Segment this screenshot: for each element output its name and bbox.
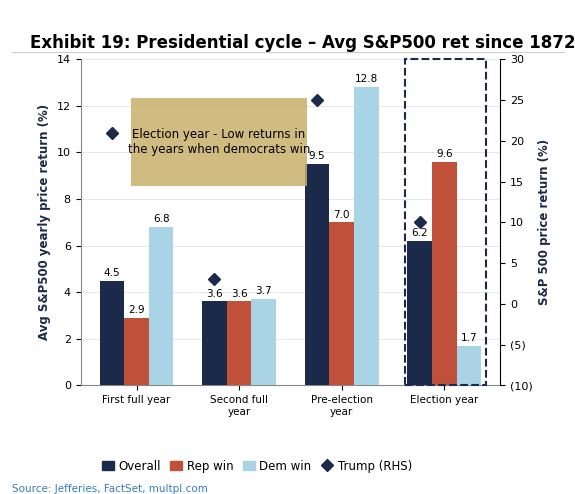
Text: 1.7: 1.7 <box>461 333 477 343</box>
Bar <box>99 281 124 385</box>
Bar <box>405 59 486 385</box>
Text: 3.7: 3.7 <box>255 287 272 296</box>
Text: 12.8: 12.8 <box>355 75 378 84</box>
Bar <box>329 222 354 385</box>
Text: 2.9: 2.9 <box>128 305 145 315</box>
Text: 9.5: 9.5 <box>309 151 325 161</box>
FancyBboxPatch shape <box>131 98 307 186</box>
Text: 6.2: 6.2 <box>411 228 428 238</box>
Text: 7.0: 7.0 <box>334 209 350 219</box>
Bar <box>457 346 481 385</box>
Text: 6.8: 6.8 <box>153 214 170 224</box>
Bar <box>407 241 432 385</box>
Bar <box>251 299 276 385</box>
Bar <box>354 87 378 385</box>
Y-axis label: Avg S&P500 yearly price return (%): Avg S&P500 yearly price return (%) <box>38 104 51 340</box>
Bar <box>432 162 457 385</box>
Text: 3.6: 3.6 <box>206 288 223 299</box>
Text: Source: Jefferies, FactSet, multpl.com: Source: Jefferies, FactSet, multpl.com <box>12 484 208 494</box>
Bar <box>202 301 227 385</box>
Bar <box>149 227 174 385</box>
Text: Exhibit 19: Presidential cycle – Avg S&P500 ret since 1872: Exhibit 19: Presidential cycle – Avg S&P… <box>30 34 575 52</box>
Bar <box>227 301 251 385</box>
Bar <box>124 318 149 385</box>
Y-axis label: S&P 500 price return (%): S&P 500 price return (%) <box>538 139 551 305</box>
Legend: Overall, Rep win, Dem win, Trump (RHS): Overall, Rep win, Dem win, Trump (RHS) <box>97 455 416 477</box>
Text: 9.6: 9.6 <box>436 149 453 159</box>
Text: Election year - Low returns in
the years when democrats win: Election year - Low returns in the years… <box>128 128 310 157</box>
Bar <box>305 164 329 385</box>
Text: 4.5: 4.5 <box>104 268 120 278</box>
Text: 3.6: 3.6 <box>231 288 247 299</box>
